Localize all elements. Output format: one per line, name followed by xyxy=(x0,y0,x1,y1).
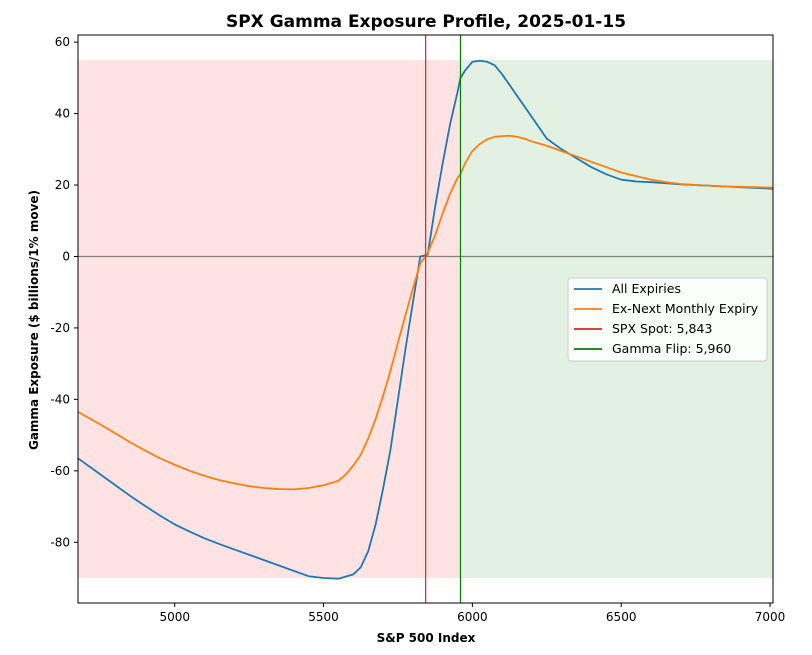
axes-frame xyxy=(77,34,774,604)
shaded-region-0 xyxy=(78,60,461,578)
y-tick-label: -20 xyxy=(50,321,70,335)
legend-label: All Expiries xyxy=(612,281,681,296)
legend-label: Gamma Flip: 5,960 xyxy=(612,341,731,356)
y-tick-label: 60 xyxy=(55,35,70,49)
y-tick-label: -60 xyxy=(50,464,70,478)
legend-box xyxy=(567,277,768,362)
y-tick-label: 0 xyxy=(62,249,70,263)
x-tick-label: 5000 xyxy=(159,610,190,624)
y-tick-label: -80 xyxy=(50,535,70,549)
x-tick-label: 6000 xyxy=(457,610,488,624)
chart-title: SPX Gamma Exposure Profile, 2025-01-15 xyxy=(226,12,626,32)
y-tick-label: -40 xyxy=(50,392,70,406)
x-tick-label: 5500 xyxy=(308,610,339,624)
legend-label: Ex-Next Monthly Expiry xyxy=(612,301,759,316)
y-tick-label: 20 xyxy=(55,178,70,192)
series-line-0 xyxy=(78,59,773,580)
x-axis-label: S&P 500 Index xyxy=(377,631,476,645)
y-axis-label: Gamma Exposure ($ billions/1% move) xyxy=(27,190,41,450)
y-tick-label: 40 xyxy=(55,107,70,121)
x-tick-label: 7000 xyxy=(755,610,786,624)
legend-label: SPX Spot: 5,843 xyxy=(612,321,712,336)
x-tick-label: 6500 xyxy=(606,610,637,624)
series-line-1 xyxy=(78,134,773,491)
legend: All Expiries Ex-Next Monthly Expiry SPX Sp… xyxy=(567,277,768,362)
